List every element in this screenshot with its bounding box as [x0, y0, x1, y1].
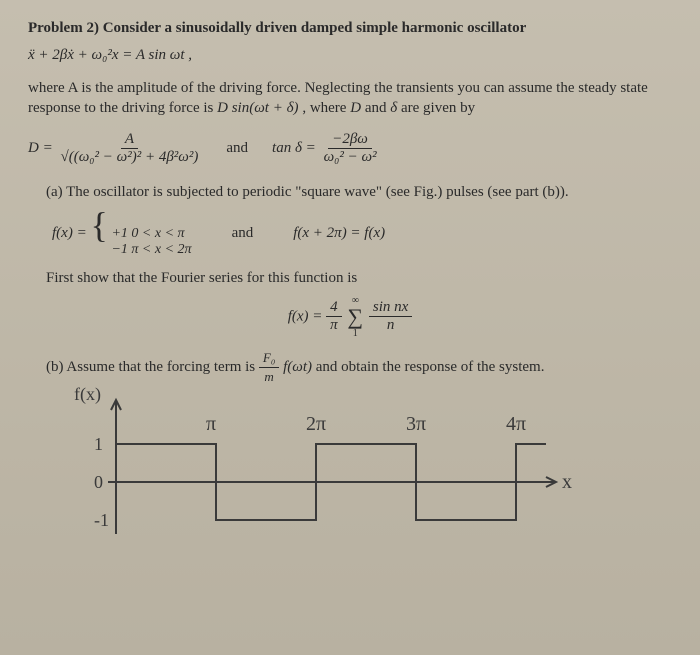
square-wave-graph: f(x) 10-1π2π3π4πx [68, 392, 628, 572]
svg-text:0: 0 [94, 472, 103, 492]
part-b-post: and obtain the response of the system. [316, 359, 545, 375]
piecewise-definition: f(x) = { +1 0 < x < π −1 π < x < 2π and … [52, 209, 672, 258]
tan-den: ω₀² − ω² [320, 149, 381, 166]
fourier-intro: First show that the Fourier series for t… [46, 268, 672, 289]
D-num: A [121, 131, 138, 149]
fourier-coef-den: π [326, 317, 342, 334]
part-b-pre: (b) Assume that the forcing term is [46, 359, 259, 375]
piecewise-period: f(x + 2π) = f(x) [293, 225, 385, 242]
piecewise-and: and [232, 225, 254, 242]
D-lhs: D = [28, 139, 53, 155]
sum-lower: 1 [353, 328, 358, 339]
fourier-term-num: sin nx [369, 299, 412, 317]
svg-text:π: π [206, 413, 216, 435]
brace-icon: { [90, 205, 107, 245]
D-den: √((ω₀² − ω²)² + 4β²ω²) [56, 149, 202, 166]
intro-delta: δ [390, 100, 397, 116]
D-delta-equations: D = A √((ω₀² − ω²)² + 4β²ω²) and tan δ =… [28, 131, 672, 166]
ode-equation: ẍ + 2βẋ + ω₀²x = A sin ωt , [28, 47, 672, 64]
piecewise-lhs: f(x) = [52, 225, 87, 241]
svg-text:x: x [562, 471, 572, 493]
svg-text:3π: 3π [406, 413, 426, 435]
svg-text:1: 1 [94, 434, 103, 454]
svg-text:-1: -1 [94, 510, 109, 530]
fourier-series-eq: f(x) = 4 π ∞ ∑ 1 sin nx n [28, 295, 672, 339]
intro-math: D sin(ωt + δ) [217, 100, 298, 116]
intro-and: and [365, 100, 390, 116]
part-b-den: m [260, 368, 277, 386]
intro-text-3: are given by [401, 100, 475, 116]
intro-text-2: , where [302, 100, 350, 116]
tan-lhs: tan δ = [272, 139, 316, 155]
fourier-lhs: f(x) = [288, 308, 323, 324]
and-label: and [226, 140, 248, 157]
intro-paragraph: where A is the amplitude of the driving … [28, 78, 672, 119]
tan-num: −2βω [328, 131, 372, 149]
intro-D: D [350, 100, 361, 116]
piece-row-2: −1 π < x < 2π [111, 242, 191, 258]
square-wave-svg: 1 0 -1 π 2π 3π 4π x [68, 392, 628, 572]
part-b: (b) Assume that the forcing term is F₀ m… [46, 349, 672, 386]
part-a-text: (a) The oscillator is subjected to perio… [46, 182, 672, 203]
svg-text:4π: 4π [506, 413, 526, 435]
sigma-icon: ∑ [347, 306, 363, 328]
fourier-coef-num: 4 [326, 299, 342, 317]
svg-text:2π: 2π [306, 413, 326, 435]
part-b-num: F₀ [259, 349, 279, 368]
part-b-mid: f(ωt) [283, 359, 312, 375]
problem-title: Problem 2) Consider a sinusoidally drive… [28, 20, 672, 37]
fourier-term-den: n [383, 317, 399, 334]
piece-row-1: +1 0 < x < π [111, 226, 191, 242]
